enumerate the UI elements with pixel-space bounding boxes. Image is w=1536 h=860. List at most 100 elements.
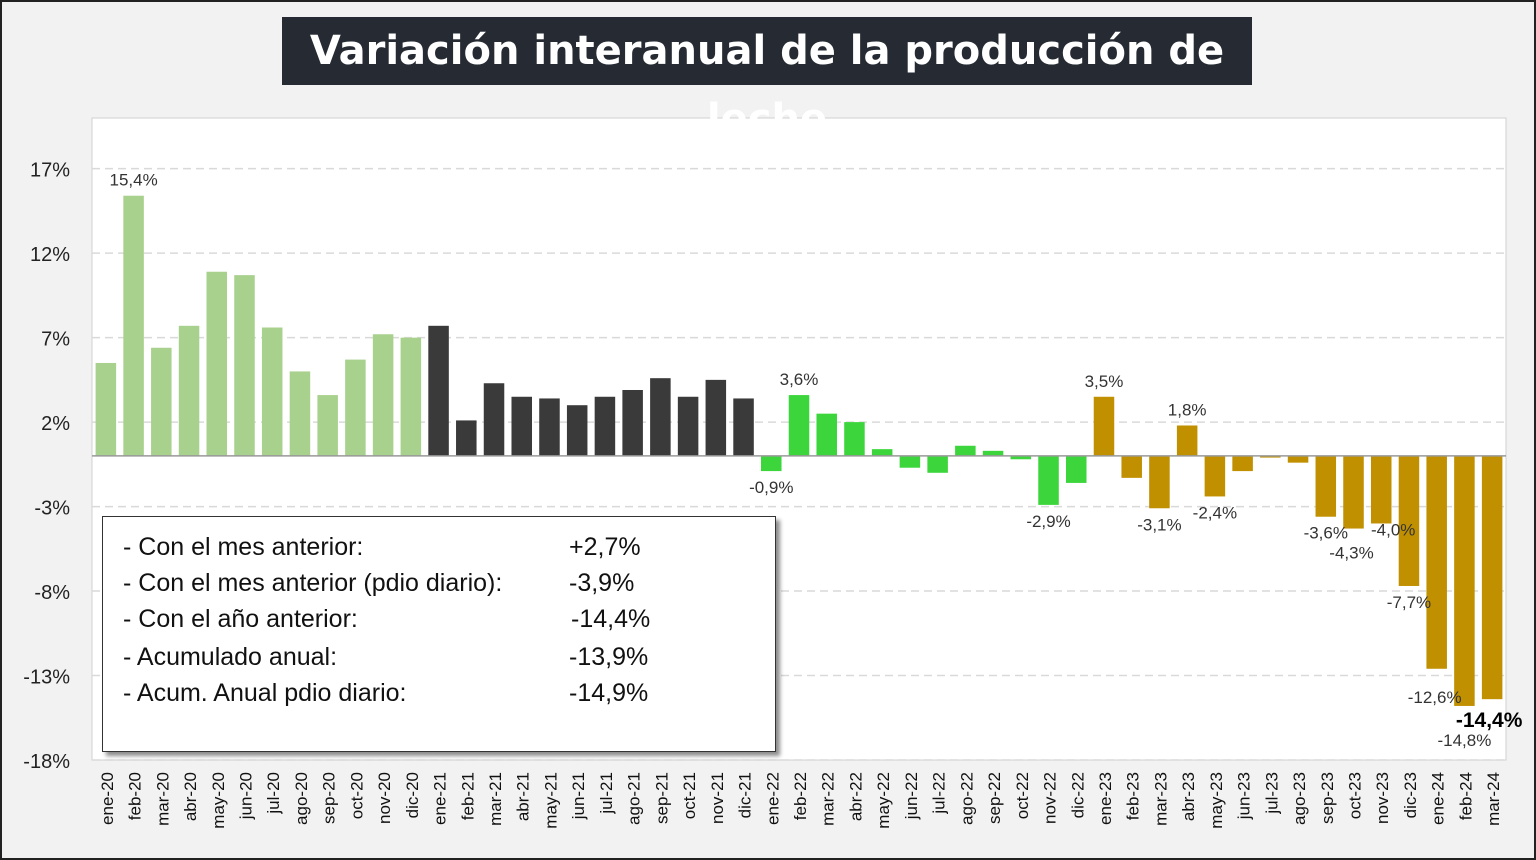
x-tick-label: mar-21 — [486, 772, 505, 826]
x-tick-label: oct-20 — [347, 772, 366, 819]
x-tick-label: ago-23 — [1290, 772, 1309, 825]
data-label: -2,4% — [1193, 503, 1237, 522]
bar — [1370, 455, 1392, 524]
bar — [955, 445, 976, 456]
bar — [206, 271, 228, 456]
x-tick-label: nov-23 — [1373, 772, 1392, 824]
bar — [151, 347, 172, 456]
x-tick-label: jun-21 — [569, 772, 588, 820]
y-tick-label: 2% — [41, 413, 70, 435]
x-tick-label: sep-20 — [320, 772, 339, 824]
summary-label: - Con el año anterior: — [123, 605, 358, 633]
x-tick-label: abr-20 — [181, 772, 200, 821]
x-tick-label: ene-22 — [763, 772, 782, 825]
x-tick-label: ago-20 — [292, 772, 311, 825]
x-tick-label: oct-21 — [680, 772, 699, 819]
y-tick-label: 12% — [30, 244, 70, 266]
summary-label: - Con el mes anterior: — [123, 533, 364, 561]
x-tick-label: nov-20 — [375, 772, 394, 824]
bar — [289, 371, 311, 456]
y-tick-label: -8% — [34, 582, 70, 604]
data-label: -4,0% — [1371, 520, 1415, 539]
x-tick-label: mar-22 — [819, 772, 838, 826]
x-tick-label: nov-21 — [708, 772, 727, 824]
x-tick-label: jun-20 — [236, 772, 255, 820]
bar — [650, 378, 671, 456]
bar — [733, 398, 754, 456]
bar — [1232, 455, 1253, 472]
bar — [400, 337, 422, 456]
x-tick-label: ene-20 — [98, 772, 117, 825]
data-label: -12,6% — [1408, 688, 1462, 707]
bar — [1065, 455, 1087, 483]
bar — [123, 195, 144, 456]
bar — [1398, 455, 1420, 586]
bar — [927, 455, 948, 473]
bar — [511, 396, 533, 456]
x-tick-label: jul-20 — [264, 772, 283, 815]
summary-label: - Con el mes anterior (pdio diario): — [123, 569, 503, 597]
x-tick-label: mar-24 — [1484, 772, 1503, 826]
bar — [1260, 455, 1281, 458]
bar — [539, 398, 560, 456]
bar — [1426, 455, 1447, 669]
bar — [95, 362, 117, 456]
summary-value: -14,9% — [569, 679, 649, 707]
bar — [1204, 455, 1226, 497]
summary-value: -13,9% — [569, 643, 649, 671]
bar — [816, 413, 837, 456]
bar — [234, 275, 255, 456]
bar — [1149, 455, 1170, 509]
data-label: -14,8% — [1437, 731, 1491, 750]
x-tick-label: jun-23 — [1235, 772, 1254, 820]
x-tick-label: ago-22 — [957, 772, 976, 825]
x-tick-label: dic-23 — [1401, 772, 1420, 818]
x-tick-label: feb-23 — [1124, 772, 1143, 820]
x-tick-label: may-23 — [1207, 772, 1226, 829]
x-tick-label: mar-23 — [1151, 772, 1170, 826]
bar — [456, 420, 477, 456]
data-label: 3,5% — [1085, 372, 1124, 391]
x-tick-label: sep-21 — [652, 772, 671, 824]
bar — [844, 422, 865, 456]
bar — [372, 334, 394, 456]
x-tick-label: jul-23 — [1262, 772, 1281, 815]
summary-value: -3,9% — [569, 569, 635, 597]
bar — [788, 395, 810, 456]
bar — [1315, 455, 1337, 517]
x-tick-label: may-22 — [874, 772, 893, 829]
x-tick-label: dic-21 — [736, 772, 755, 818]
data-label: -0,9% — [749, 478, 793, 497]
bar — [899, 455, 921, 468]
x-tick-label: nov-22 — [1041, 772, 1060, 824]
data-label: 3,6% — [780, 370, 819, 389]
x-tick-label: jul-21 — [597, 772, 616, 815]
x-tick-label: feb-20 — [126, 772, 145, 820]
x-tick-label: jun-22 — [902, 772, 921, 820]
data-label: -4,3% — [1329, 544, 1373, 563]
y-tick-label: 17% — [30, 160, 70, 182]
x-tick-label: sep-23 — [1318, 772, 1337, 824]
x-tick-label: feb-21 — [458, 772, 477, 820]
x-tick-label: dic-20 — [403, 772, 422, 818]
data-label: -7,7% — [1387, 593, 1431, 612]
bar — [594, 396, 616, 456]
bar — [345, 359, 366, 456]
bar — [761, 455, 782, 472]
x-tick-label: abr-23 — [1179, 772, 1198, 821]
summary-value: -14,4% — [571, 605, 651, 633]
data-label: -3,6% — [1304, 524, 1348, 543]
bar — [428, 325, 449, 456]
x-tick-label: may-20 — [209, 772, 228, 829]
data-label: -14,4% — [1456, 709, 1523, 732]
summary-box: - Con el mes anterior: +2,7% - Con el me… — [102, 516, 776, 752]
bar — [178, 325, 200, 456]
x-tick-label: dic-22 — [1068, 772, 1087, 818]
bar — [1343, 455, 1364, 529]
x-tick-label: ago-21 — [625, 772, 644, 825]
x-tick-label: oct-22 — [1013, 772, 1032, 819]
y-tick-label: 7% — [41, 329, 70, 351]
bar — [1287, 455, 1309, 463]
bar — [982, 450, 1004, 456]
bar — [1010, 455, 1032, 460]
